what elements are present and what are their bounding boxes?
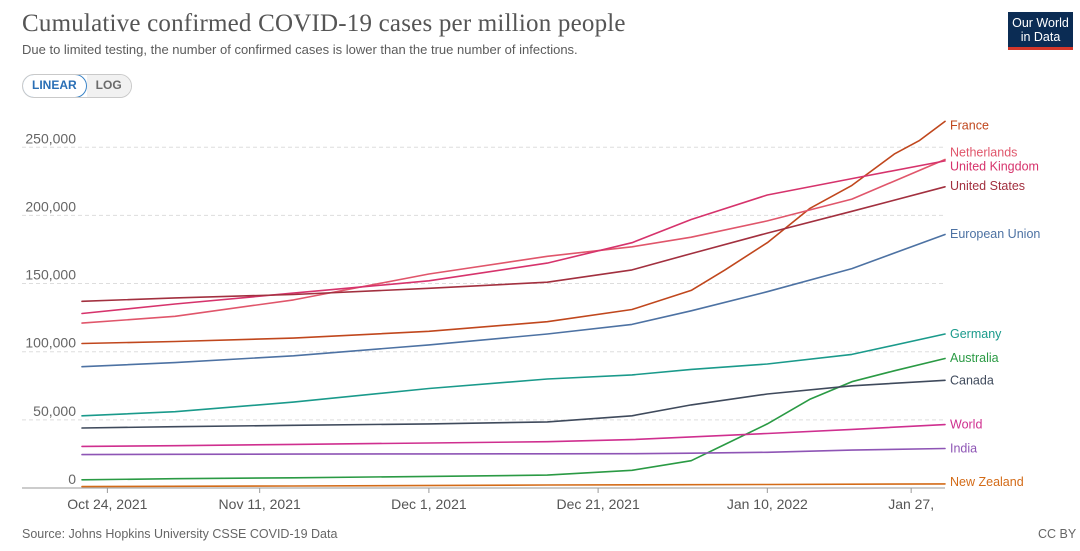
series-line-germany[interactable] [81, 333, 946, 417]
series-line-canada[interactable] [81, 379, 946, 429]
series-lines [81, 120, 946, 488]
y-tick-label: 200,000 [25, 198, 76, 214]
series-label-european-union[interactable]: European Union [950, 227, 1040, 241]
y-tick-label: 50,000 [33, 403, 76, 419]
y-axis-ticks: 0 50,000 100,000 150,000 200,000 250,000 [25, 130, 76, 487]
x-tick-label: Dec 1, 2021 [391, 496, 467, 512]
series-label-united-states[interactable]: United States [950, 179, 1025, 193]
series-line-united-kingdom[interactable] [81, 160, 946, 315]
logo-line-1: Our World [1012, 16, 1069, 30]
logo-line-2: in Data [1020, 30, 1061, 44]
series-line-new-zealand[interactable] [81, 483, 946, 488]
series-line-united-states[interactable] [81, 186, 946, 303]
series-line-world[interactable] [81, 423, 946, 448]
gridlines [22, 146, 945, 489]
x-tick-label: Oct 24, 2021 [67, 496, 147, 512]
x-tick-label: Dec 21, 2021 [556, 496, 639, 512]
series-label-new-zealand[interactable]: New Zealand [950, 475, 1024, 489]
series-label-united-kingdom[interactable]: United Kingdom [950, 159, 1039, 173]
y-tick-label: 100,000 [25, 335, 76, 351]
linear-scale-button[interactable]: LINEAR [22, 75, 87, 97]
scale-toggle: LINEAR LOG [22, 74, 132, 98]
y-tick-label: 150,000 [25, 267, 76, 283]
series-label-france[interactable]: France [950, 118, 989, 132]
owid-logo[interactable]: Our World in Data [1008, 12, 1073, 50]
series-line-australia[interactable] [81, 357, 946, 481]
license-link[interactable]: CC BY [1038, 527, 1077, 541]
series-label-australia[interactable]: Australia [950, 351, 999, 365]
series-label-netherlands[interactable]: Netherlands [950, 146, 1017, 160]
x-tick-label: Jan 27, [888, 496, 934, 512]
series-line-france[interactable] [81, 120, 946, 345]
chart-subtitle: Due to limited testing, the number of co… [22, 42, 578, 57]
series-label-canada[interactable]: Canada [950, 373, 994, 387]
x-axis-ticks: Oct 24, 2021 Nov 11, 2021 Dec 1, 2021 Dec 2… [67, 488, 934, 512]
source-note: Source: Johns Hopkins University CSSE CO… [22, 527, 338, 541]
series-line-netherlands[interactable] [81, 158, 946, 324]
log-scale-button[interactable]: LOG [86, 75, 131, 97]
series-label-india[interactable]: India [950, 441, 977, 455]
y-tick-label: 250,000 [25, 130, 76, 146]
series-line-european-union[interactable] [81, 233, 946, 368]
x-tick-label: Nov 11, 2021 [219, 496, 301, 512]
series-label-germany[interactable]: Germany [950, 327, 1002, 341]
series-line-india[interactable] [81, 447, 946, 456]
series-label-world[interactable]: World [950, 418, 982, 432]
y-tick-label: 0 [68, 471, 76, 487]
x-tick-label: Jan 10, 2022 [727, 496, 808, 512]
chart-title: Cumulative confirmed COVID-19 cases per … [22, 10, 626, 37]
